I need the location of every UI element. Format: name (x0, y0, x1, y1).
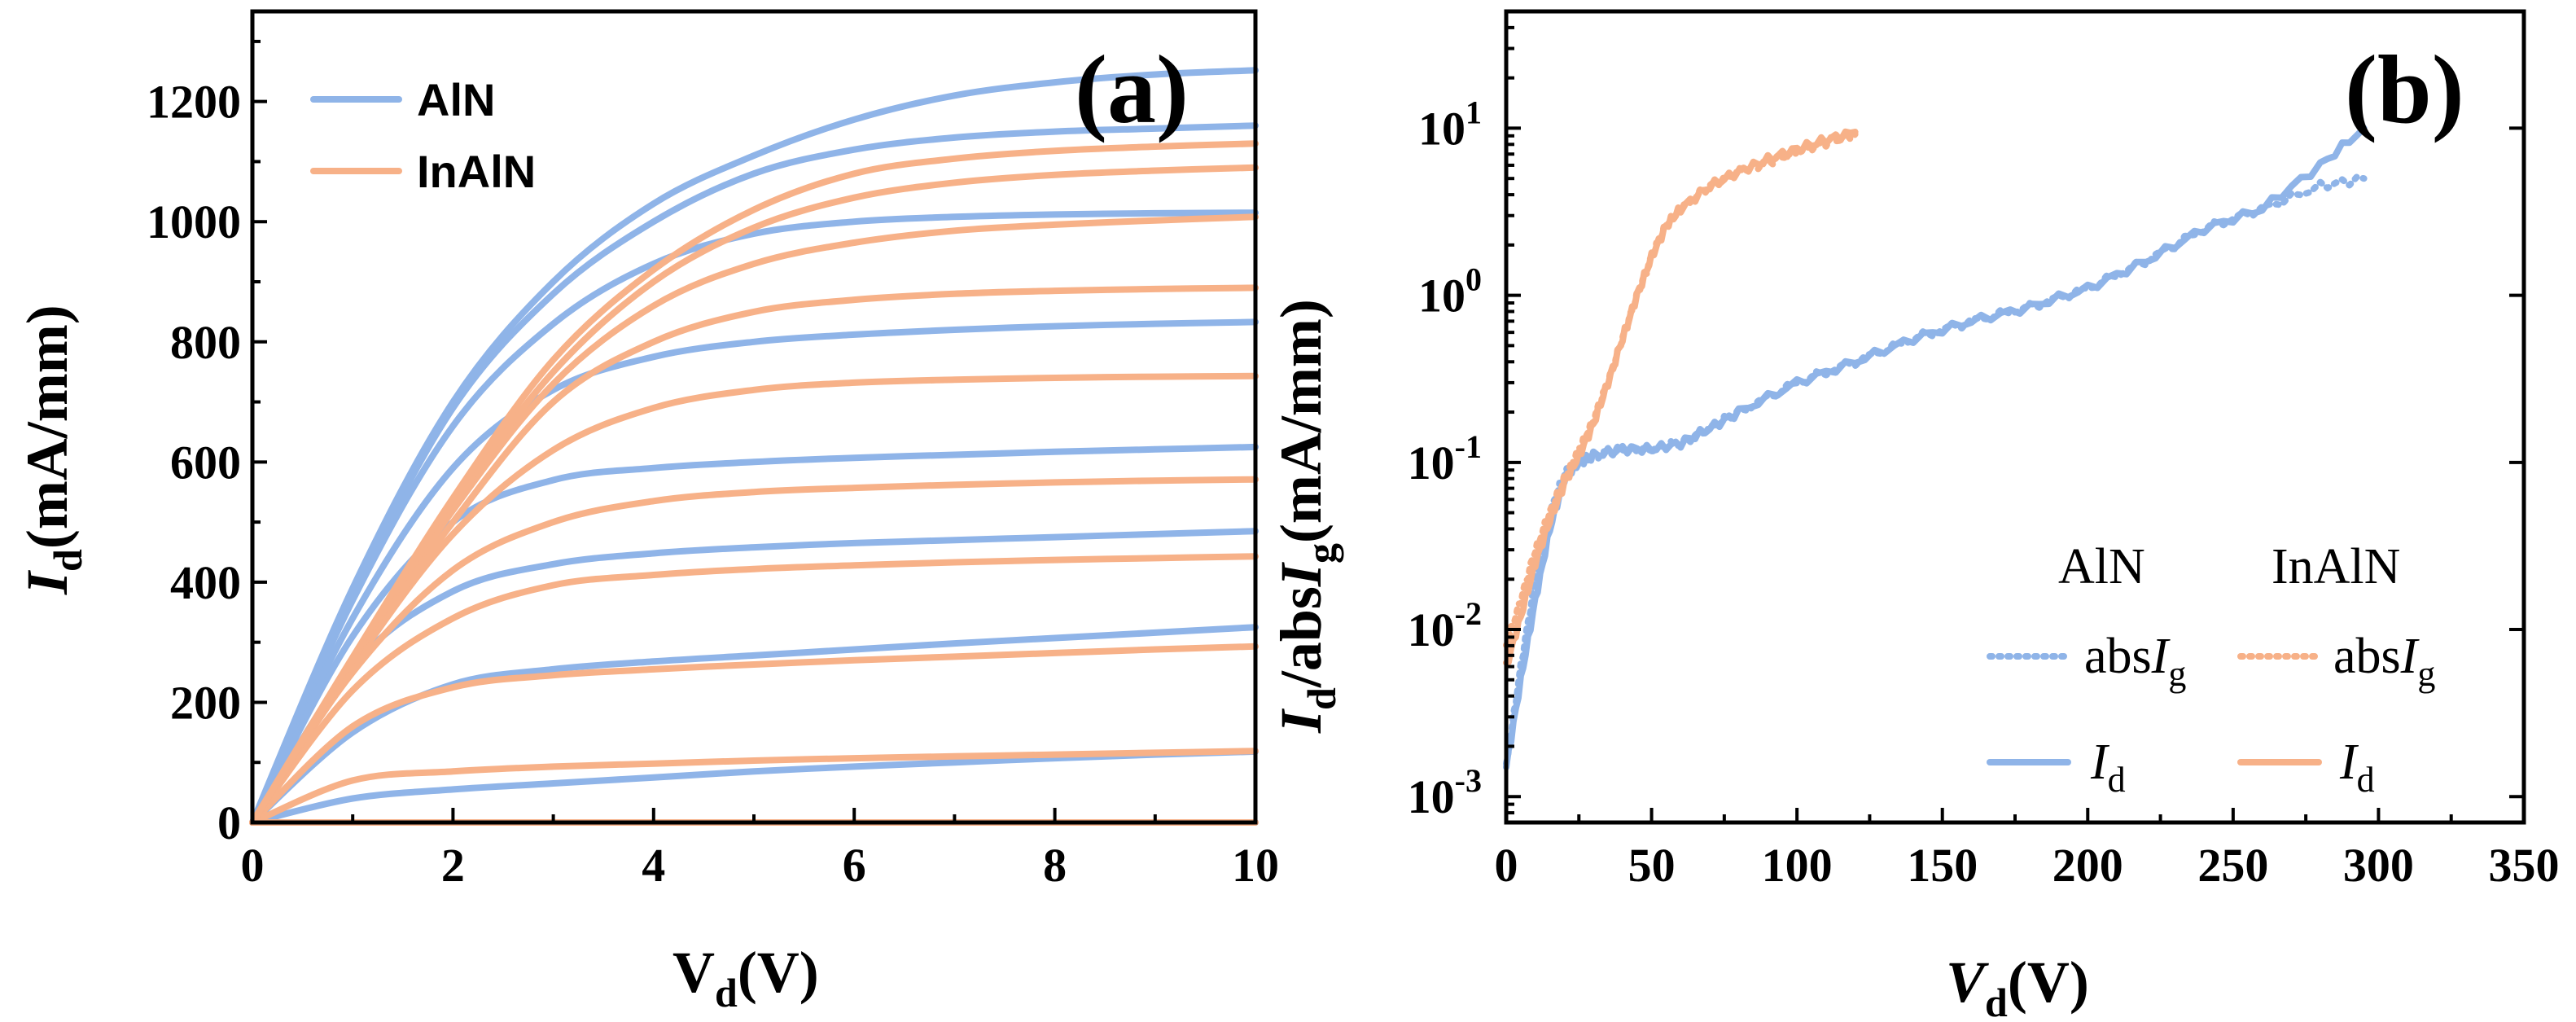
legend-b-aln-id-label: Id (2090, 735, 2126, 800)
panel-b-xlabel-sub: d (1985, 980, 2008, 1022)
panel-b-series-3 (1503, 129, 1859, 649)
panel-b-ticks: 0 50 100 150 200 250 300 350 10-3 10-2 10-1 100 101 (1408, 10, 2560, 892)
panel-a-xtick-label: 8 (1043, 839, 1067, 892)
panel-b-legend: AlN InAlN absIg absIg Id Id (1987, 539, 2435, 800)
panel-b-ylabel-sub1: d (1299, 687, 1344, 710)
panel-a-ytick-label: 400 (170, 556, 241, 609)
panel-b-ylabel-sub2: g (1299, 543, 1344, 564)
panel-b-xtick-label: 350 (2489, 839, 2560, 892)
panel-b-ylabel-unit: (mA/mm) (1268, 299, 1334, 543)
panel-a-legend: AlN InAlN (310, 74, 536, 197)
panel-b-xlabel-text: Vd(V) (1946, 950, 2089, 1022)
legend-b-header-aln: AlN (2058, 539, 2145, 594)
panel-b-curves (1503, 125, 2368, 771)
panel-a-ylabel: Id(mA/mm) (15, 305, 90, 595)
panel-b-label: (b) (2345, 35, 2464, 143)
panel-a-ylabel-sub: d (45, 549, 90, 572)
legend-b-inaln-id-var: I (2339, 735, 2359, 790)
panel-a-ytick-label: 1000 (147, 195, 241, 248)
panel-a-xtick-label: 2 (441, 839, 465, 892)
panel-b-xtick-label: 50 (1628, 839, 1676, 892)
legend-b-aln-ig-main: abs (2084, 629, 2152, 684)
inaln-curve-1 (249, 748, 1259, 826)
panel-a-ticks: 0 2 4 6 8 10 0 200 400 600 800 1000 1200 (147, 39, 1279, 892)
panel-a-label: (a) (1075, 35, 1189, 143)
panel-b-ylabel: Id/absIg(mA/mm) (1268, 299, 1344, 734)
panel-a-xtick-label: 4 (642, 839, 665, 892)
panel-a-xtick-label: 10 (1232, 839, 1279, 892)
legend-aln-label: AlN (417, 74, 495, 125)
aln-curve-8 (249, 67, 1259, 826)
panel-b-xtick-label: 200 (2052, 839, 2123, 892)
panel-b-series-1 (1503, 173, 2368, 767)
panel-b-xtick-label: 250 (2197, 839, 2268, 892)
panel-a-curves (249, 67, 1259, 827)
inaln-curve-2 (249, 643, 1259, 826)
legend-b-inaln-id-label: Id (2339, 735, 2375, 800)
panel-b-xlabel-main: V (1946, 950, 1989, 1015)
panel-b-ylabel-main2: I (1268, 561, 1334, 587)
aln-curve-6 (249, 209, 1259, 826)
aln-curve-5 (249, 318, 1259, 826)
panel-a-ytick-label: 800 (170, 316, 241, 369)
inaln-curve-3 (249, 553, 1259, 826)
legend-b-inaln-ig-sub: g (2417, 654, 2435, 694)
aln-curve-4 (249, 443, 1259, 826)
legend-inaln-label: InAlN (417, 146, 536, 197)
panel-b-xtick-label: 300 (2343, 839, 2414, 892)
panel-a-ytick-label: 200 (170, 676, 241, 729)
legend-b-aln-id-var: I (2090, 735, 2110, 790)
panel-b-chart: 0 50 100 150 200 250 300 35010-310-210-1100101 … (1268, 9, 2560, 1022)
panel-b-ytick-label: 10-2 (1408, 595, 1482, 656)
panel-b-xtick-label: 150 (1907, 839, 1978, 892)
panel-a-ytick-label: 0 (217, 796, 241, 849)
inaln-curve-7 (249, 213, 1259, 826)
panel-a-chart: 0 2 4 6 8 10 0 200 400 600 800 1000 1200 (a) AlN InA… (15, 9, 1279, 1015)
legend-b-header-inaln: InAlN (2272, 539, 2400, 594)
inaln-curve-4 (249, 476, 1259, 826)
panel-a-xlabel-unit: (V) (738, 940, 819, 1005)
panel-b-ylabel-main1: I (1268, 708, 1334, 734)
panel-b-xtick-label: 0 (1495, 839, 1518, 892)
legend-b-aln-ig-var: I (2151, 629, 2171, 684)
panel-b-ytick-label: 100 (1418, 261, 1482, 322)
legend-b-aln-id-sub: d (2108, 760, 2126, 800)
panel-a-ytick-label: 1200 (147, 76, 241, 129)
panel-a-xlabel-main: V (672, 940, 715, 1005)
panel-a-xlabel: Vd(V) (672, 940, 819, 1015)
panel-b-ytick-label: 101 (1418, 94, 1482, 155)
panel-a-ylabel-main: I (15, 569, 80, 595)
legend-b-inaln-ig-main: abs (2333, 629, 2401, 684)
panel-a-ytick-label: 600 (170, 436, 241, 489)
panel-b-ytick-label: 10-1 (1408, 428, 1482, 489)
panel-b-xtick-label: 100 (1762, 839, 1833, 892)
panel-a-xlabel-sub: d (715, 970, 738, 1015)
panel-a-xtick-label: 6 (843, 839, 866, 892)
panel-b-ylabel-mid: /abs (1268, 586, 1334, 688)
legend-b-aln-ig-sub: g (2168, 654, 2186, 694)
inaln-curve-6 (249, 284, 1259, 826)
panel-b-xlabel-unit: (V) (2008, 950, 2089, 1015)
legend-b-inaln-ig-label: absIg (2333, 629, 2435, 694)
legend-b-aln-ig-label: absIg (2084, 629, 2186, 694)
inaln-curve-9 (249, 140, 1259, 826)
legend-b-inaln-ig-var: I (2400, 629, 2420, 684)
panel-b-ytick-label: 10-3 (1408, 762, 1482, 823)
panel-a-ylabel-unit: (mA/mm) (15, 305, 80, 549)
legend-b-inaln-id-sub: d (2357, 760, 2375, 800)
panel-a-xtick-label: 0 (241, 839, 265, 892)
